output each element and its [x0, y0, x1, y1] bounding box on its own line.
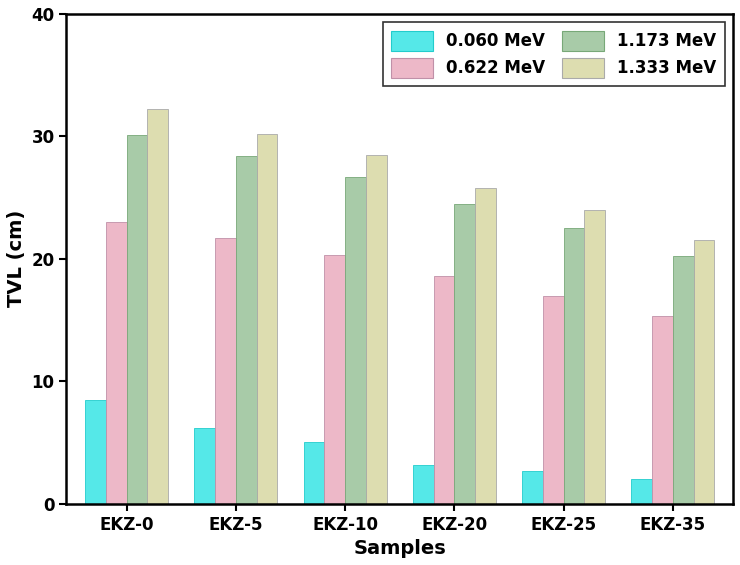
- Bar: [106, 222, 127, 503]
- Bar: [454, 204, 475, 503]
- Bar: [631, 479, 652, 503]
- Bar: [366, 155, 386, 503]
- Bar: [693, 241, 715, 503]
- Bar: [303, 442, 324, 503]
- Y-axis label: TVL (cm): TVL (cm): [7, 210, 26, 307]
- X-axis label: Samples: Samples: [354, 539, 446, 558]
- Bar: [195, 428, 215, 503]
- Bar: [564, 228, 585, 503]
- Bar: [585, 210, 605, 503]
- Bar: [673, 257, 693, 503]
- Bar: [345, 177, 366, 503]
- Bar: [257, 134, 278, 503]
- Bar: [127, 135, 147, 503]
- Bar: [236, 156, 257, 503]
- Bar: [85, 399, 106, 503]
- Bar: [475, 188, 496, 503]
- Bar: [324, 255, 345, 503]
- Bar: [147, 110, 168, 503]
- Legend: 0.060 MeV, 0.622 MeV, 1.173 MeV, 1.333 MeV: 0.060 MeV, 0.622 MeV, 1.173 MeV, 1.333 M…: [383, 22, 724, 86]
- Bar: [413, 464, 434, 503]
- Bar: [434, 276, 454, 503]
- Bar: [652, 316, 673, 503]
- Bar: [522, 471, 543, 503]
- Bar: [543, 295, 564, 503]
- Bar: [215, 238, 236, 503]
